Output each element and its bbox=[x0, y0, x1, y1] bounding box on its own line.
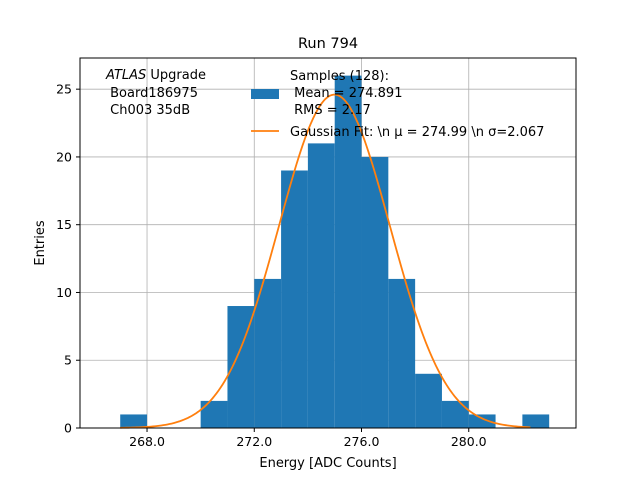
legend-samples-line-3: RMS = 2.17 bbox=[290, 103, 371, 118]
x-tick-label: 272.0 bbox=[236, 434, 272, 449]
x-axis-label: Energy [ADC Counts] bbox=[259, 456, 396, 471]
histogram-bar bbox=[415, 373, 442, 428]
legend-fit-label: Gaussian Fit: \n μ = 274.99 \n σ=2.067 bbox=[290, 125, 544, 140]
annotation-line-1: ATLAS Upgrade bbox=[105, 68, 206, 83]
annotation-channel: Ch003 35dB bbox=[106, 103, 190, 118]
histogram-bar bbox=[522, 414, 550, 428]
y-tick-label: 15 bbox=[56, 217, 72, 232]
histogram-bar bbox=[388, 278, 416, 428]
annotation-upgrade: Upgrade bbox=[146, 68, 206, 83]
y-tick-label: 10 bbox=[56, 285, 72, 300]
y-axis-label: Entries bbox=[33, 220, 48, 266]
plot-frame bbox=[79, 57, 577, 429]
histogram-bar bbox=[254, 278, 282, 428]
x-tick-label: 268.0 bbox=[129, 434, 165, 449]
histogram-bar bbox=[468, 414, 496, 428]
histogram-bar bbox=[334, 75, 362, 428]
chart-title: Run 794 bbox=[298, 36, 358, 52]
legend-samples-line-2: Mean = 274.891 bbox=[290, 86, 402, 101]
x-tick-label: 280.0 bbox=[451, 434, 487, 449]
histogram-bar bbox=[120, 414, 148, 428]
atlas-annotation: ATLAS Upgrade Board186975 Ch003 35dB bbox=[105, 68, 206, 118]
legend: Samples (128): Mean = 274.891 RMS = 2.17… bbox=[251, 69, 544, 140]
legend-samples-swatch bbox=[251, 89, 279, 99]
histogram-bar bbox=[361, 156, 389, 428]
annotation-atlas: ATLAS bbox=[105, 68, 146, 83]
x-axis-ticks: 268.0 272.0 276.0 280.0 bbox=[129, 428, 487, 449]
y-axis-ticks: 0 5 10 15 20 25 bbox=[56, 82, 80, 436]
annotation-board: Board186975 bbox=[106, 86, 198, 101]
histogram-bar bbox=[441, 400, 469, 428]
fit-curve bbox=[120, 93, 531, 429]
y-tick-label: 0 bbox=[64, 421, 72, 436]
histogram-bar bbox=[200, 400, 228, 428]
y-tick-label: 20 bbox=[56, 149, 72, 164]
legend-samples-line-1: Samples (128): bbox=[290, 69, 389, 84]
histogram-bar bbox=[281, 170, 308, 428]
y-tick-label: 5 bbox=[64, 353, 72, 368]
x-tick-label: 276.0 bbox=[344, 434, 380, 449]
gaussian-fit bbox=[120, 93, 531, 429]
histogram-bars bbox=[120, 75, 550, 428]
histogram-bar bbox=[307, 143, 335, 428]
y-tick-label: 25 bbox=[56, 82, 72, 97]
